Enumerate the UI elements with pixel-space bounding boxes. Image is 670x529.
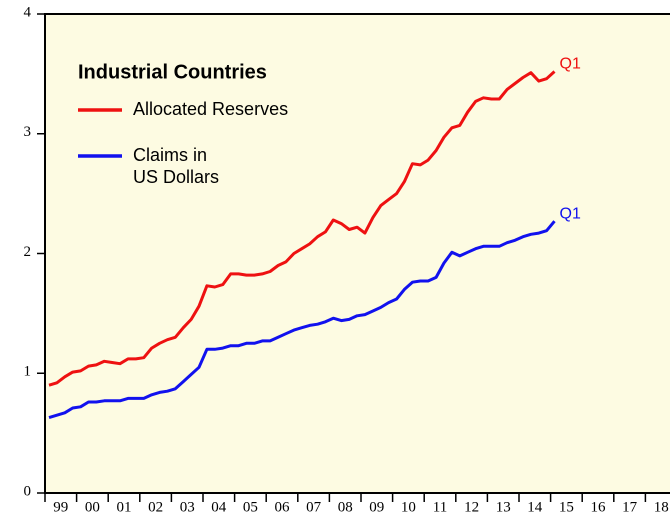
x-tick-label: 06 (275, 499, 291, 515)
y-tick-label: 1 (24, 364, 32, 380)
x-tick-label: 13 (496, 499, 511, 515)
x-tick-label: 07 (306, 499, 322, 515)
x-tick-label: 01 (117, 499, 132, 515)
legend-label: Claims in US Dollars (133, 145, 219, 187)
x-tick-label: 00 (85, 499, 100, 515)
x-tick-label: 15 (559, 499, 574, 515)
x-tick-label: 08 (338, 499, 353, 515)
x-tick-label: 10 (401, 499, 416, 515)
x-tick-label: 05 (243, 499, 258, 515)
x-tick-label: 12 (464, 499, 479, 515)
y-tick-label: 3 (24, 124, 32, 140)
plot-area (45, 14, 670, 493)
x-tick-label: 03 (180, 499, 195, 515)
x-tick-label: 99 (53, 499, 68, 515)
x-tick-label: 14 (527, 499, 543, 515)
x-tick-label: 18 (654, 499, 669, 515)
x-tick-label: 11 (433, 499, 447, 515)
y-tick-label: 4 (24, 4, 32, 20)
x-tick-label: 17 (622, 499, 638, 515)
chart-title: Industrial Countries (78, 61, 267, 83)
x-tick-label: 02 (148, 499, 163, 515)
x-tick-label: 16 (591, 499, 607, 515)
y-tick-label: 0 (24, 483, 32, 499)
series-line (48, 220, 556, 420)
y-tick-label: 2 (24, 244, 32, 260)
end-label: Q1 (560, 56, 581, 73)
x-tick-label: 09 (369, 499, 384, 515)
x-tick-label: 04 (211, 499, 227, 515)
end-label: Q1 (560, 205, 581, 222)
series-line (48, 70, 556, 387)
legend-label: Allocated Reserves (133, 99, 288, 119)
